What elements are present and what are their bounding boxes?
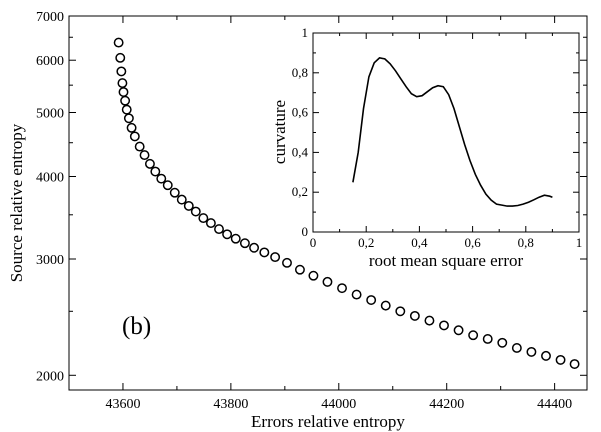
inset-y-tick-label: 0,6: [292, 105, 309, 120]
data-point: [117, 78, 128, 89]
inset-axis-ticks: 0 0,2 0,4 0,6 0,8 1 0 0,2 0,4 0,6 0,8 1: [292, 25, 583, 250]
data-point: [395, 306, 406, 317]
data-point: [282, 257, 292, 268]
inset-y-tick-label: 1: [302, 25, 309, 40]
data-point: [176, 194, 187, 205]
data-point: [439, 320, 449, 331]
data-point: [482, 334, 493, 344]
inset-x-tick-label: 0,8: [518, 235, 534, 250]
main-x-tick-label: 43600: [105, 397, 140, 412]
main-x-tick-label: 44000: [321, 397, 356, 412]
main-y-axis-label: Source relative entropy: [7, 123, 26, 282]
inset-plot-frame: [312, 32, 580, 233]
data-point: [541, 350, 551, 361]
data-point: [139, 150, 150, 161]
data-point: [555, 354, 566, 365]
data-point: [156, 173, 167, 184]
inset-chart: 0 0,2 0,4 0,6 0,8 1 0 0,2 0,4 0,6 0,8 1 root mean s…: [270, 25, 582, 270]
data-point: [129, 131, 140, 142]
data-point: [126, 122, 137, 133]
inset-background: [313, 33, 579, 232]
main-x-tick-label: 44400: [537, 397, 572, 412]
inset-x-tick-label: 0: [310, 235, 317, 250]
data-point: [150, 166, 161, 177]
inset-y-tick-label: 0,4: [292, 144, 309, 159]
data-point: [366, 295, 377, 305]
data-point: [409, 310, 420, 321]
inset-x-tick-label: 0,2: [358, 235, 374, 250]
data-point: [453, 325, 464, 336]
inset-curvature-line: [352, 57, 553, 207]
main-y-tick-label: 4000: [36, 170, 64, 185]
data-point: [144, 158, 155, 169]
main-axis-ticks: 43600 43800 44000 44200 44400 2000 3000 4000 500…: [36, 10, 587, 412]
main-x-tick-label: 43800: [213, 397, 248, 412]
data-point: [120, 95, 131, 106]
main-y-tick-label: 6000: [36, 54, 64, 69]
data-point: [134, 141, 145, 152]
data-point: [169, 187, 180, 198]
data-point: [270, 252, 281, 263]
data-point: [190, 206, 201, 217]
data-point: [121, 104, 132, 115]
inset-y-axis-label: curvature: [270, 100, 289, 164]
main-y-tick-label: 7000: [36, 10, 64, 25]
inset-y-tick-label: 0,8: [292, 65, 308, 80]
data-point: [569, 359, 580, 369]
inset-x-tick-label: 0,4: [411, 235, 428, 250]
data-point: [113, 37, 124, 48]
data-point: [337, 283, 347, 294]
data-point: [198, 213, 209, 224]
data-point: [214, 224, 224, 235]
data-point: [205, 218, 216, 229]
main-y-tick-label: 2000: [36, 369, 64, 384]
data-point: [294, 264, 305, 275]
data-point: [308, 270, 319, 281]
main-x-axis-label: Errors relative entropy: [251, 412, 405, 431]
inset-y-tick-label: 0,2: [292, 184, 308, 199]
data-point: [497, 337, 508, 348]
data-point: [380, 300, 391, 311]
data-point: [183, 200, 194, 211]
inset-x-axis-label: root mean square error: [369, 251, 524, 270]
data-point: [322, 276, 333, 287]
data-point: [123, 113, 134, 124]
data-point: [249, 242, 260, 253]
data-point: [116, 66, 127, 77]
data-point: [351, 289, 362, 300]
data-point: [115, 52, 126, 63]
data-point: [162, 180, 173, 191]
data-point: [468, 330, 479, 341]
data-point: [424, 315, 435, 326]
data-point: [511, 343, 522, 353]
main-x-tick-label: 44200: [429, 397, 464, 412]
main-chart: 43600 43800 44000 44200 44400 2000 3000 4000 500…: [7, 10, 588, 431]
main-plot-frame: [68, 15, 588, 391]
data-point: [259, 247, 270, 258]
main-y-tick-label: 3000: [36, 253, 64, 268]
data-point: [526, 346, 537, 357]
inset-y-tick-label: 0: [302, 224, 309, 239]
inset-x-tick-label: 1: [576, 235, 583, 250]
inset-x-tick-label: 0,6: [464, 235, 481, 250]
data-point: [230, 233, 241, 244]
data-point: [118, 87, 129, 97]
data-point: [222, 229, 233, 240]
main-data-points: [113, 37, 580, 369]
data-point: [239, 238, 250, 249]
panel-label: (b): [122, 313, 151, 340]
main-y-tick-label: 5000: [36, 106, 64, 121]
